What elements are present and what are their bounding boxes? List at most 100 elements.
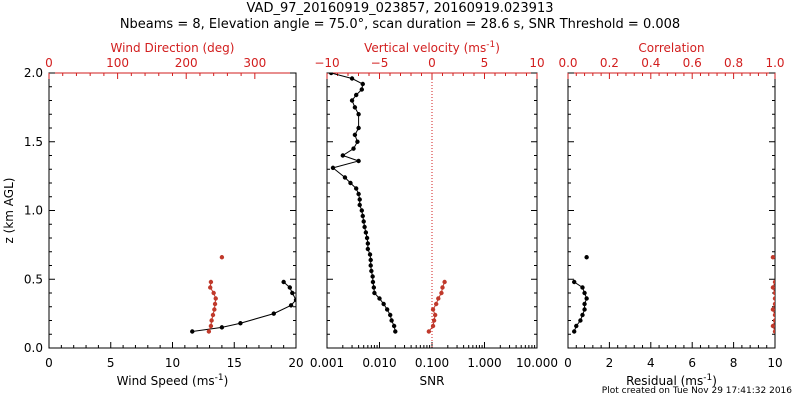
top-axis-label: Correlation xyxy=(638,41,704,55)
data-point xyxy=(210,312,216,318)
y-tick-label: 2.0 xyxy=(24,66,43,80)
data-point xyxy=(772,318,775,323)
top-tick-label: 200 xyxy=(175,56,198,70)
series-line xyxy=(573,281,588,332)
data-point xyxy=(208,323,214,329)
data-point xyxy=(426,329,432,334)
top-tick-label: 100 xyxy=(106,56,129,70)
data-point xyxy=(370,274,375,279)
data-point xyxy=(372,290,377,296)
plot-title: VAD_97_20160919_023857, 20160919.023913 xyxy=(246,1,554,16)
top-tick-label: 0.2 xyxy=(600,56,619,70)
data-point xyxy=(211,290,216,296)
data-point xyxy=(361,219,366,224)
data-point xyxy=(362,224,367,230)
data-point xyxy=(360,213,365,219)
data-point xyxy=(212,307,217,312)
data-point xyxy=(208,285,213,290)
panel-right: 0 2 4 6 8 10 0.0 0.2 0.4 0.6 0.8 1.0 Correlation xyxy=(558,41,784,370)
data-point xyxy=(356,158,361,164)
x-tick-label: 10.000 xyxy=(516,356,558,370)
series-line xyxy=(331,73,396,332)
data-point xyxy=(770,285,775,290)
x-tick-label: 20 xyxy=(288,356,303,370)
data-point xyxy=(359,208,364,213)
data-point xyxy=(219,325,225,330)
data-point xyxy=(219,255,225,260)
x-tick-label: 10 xyxy=(165,356,180,370)
series-line xyxy=(772,281,775,332)
data-point xyxy=(330,165,336,171)
data-point xyxy=(342,175,348,180)
data-point xyxy=(290,290,295,296)
data-point xyxy=(770,255,775,260)
data-point xyxy=(360,81,365,87)
top-tick-label: 0 xyxy=(45,56,53,70)
x-tick-label: 4 xyxy=(647,356,655,370)
data-point xyxy=(772,312,775,318)
data-point xyxy=(356,125,361,131)
x-tick-label: 0.010 xyxy=(362,356,396,370)
series-red-top xyxy=(770,255,775,334)
data-point xyxy=(582,301,587,307)
data-point xyxy=(238,321,243,326)
plot-created-note: Plot created on Tue Nov 29 17:41:32 2016 xyxy=(601,386,792,396)
data-point xyxy=(388,312,393,318)
x-tick-label: 10 xyxy=(767,356,782,370)
x-tick-label: 0.100 xyxy=(415,356,449,370)
x-tick-label: 15 xyxy=(227,356,242,370)
data-point xyxy=(288,303,294,308)
y-tick-label: 1.5 xyxy=(24,135,43,149)
top-tick-label: 10 xyxy=(529,56,544,70)
data-point xyxy=(582,307,587,312)
data-point xyxy=(340,153,346,158)
y-tick-label: 0.0 xyxy=(24,341,43,355)
x-tick-label: 0 xyxy=(564,356,572,370)
series-black-bottom xyxy=(190,279,296,334)
data-point xyxy=(351,146,356,151)
data-point xyxy=(580,285,585,290)
data-point xyxy=(213,296,218,301)
data-point xyxy=(368,263,373,268)
data-point xyxy=(356,112,361,117)
data-point xyxy=(572,329,577,334)
data-point xyxy=(772,279,775,285)
data-point xyxy=(389,318,394,323)
data-point xyxy=(271,311,276,316)
y-tick-label: 1.0 xyxy=(24,204,43,218)
data-point xyxy=(434,301,439,307)
top-tick-label: −5 xyxy=(371,56,389,70)
data-point xyxy=(352,105,358,110)
data-point xyxy=(439,290,444,296)
data-point xyxy=(367,252,373,257)
data-point xyxy=(377,296,382,301)
data-point xyxy=(368,257,373,263)
data-point xyxy=(363,230,369,235)
series-red-top xyxy=(206,255,225,334)
data-point xyxy=(584,296,589,301)
series-line xyxy=(208,281,217,332)
data-point xyxy=(584,255,589,260)
data-point xyxy=(772,301,775,307)
top-tick-label: 1.0 xyxy=(765,56,784,70)
top-tick-label: 5 xyxy=(481,56,489,70)
data-point xyxy=(354,92,359,98)
data-point xyxy=(287,285,293,290)
data-point xyxy=(356,191,361,197)
y-tick-label: 0.5 xyxy=(24,272,43,286)
data-point xyxy=(770,307,775,312)
data-point xyxy=(572,279,577,285)
data-point xyxy=(381,301,386,307)
data-point xyxy=(212,301,218,307)
x-tick-label: 6 xyxy=(688,356,696,370)
data-point xyxy=(770,323,775,329)
top-axis-label: Wind Direction (deg) xyxy=(111,41,235,55)
data-point xyxy=(393,329,398,334)
top-tick-label: 0.6 xyxy=(683,56,702,70)
data-point xyxy=(574,323,579,329)
data-point xyxy=(430,307,436,312)
data-point xyxy=(357,202,362,208)
plot-frame xyxy=(48,72,297,349)
data-point xyxy=(359,87,364,92)
top-tick-label: 0.4 xyxy=(641,56,660,70)
